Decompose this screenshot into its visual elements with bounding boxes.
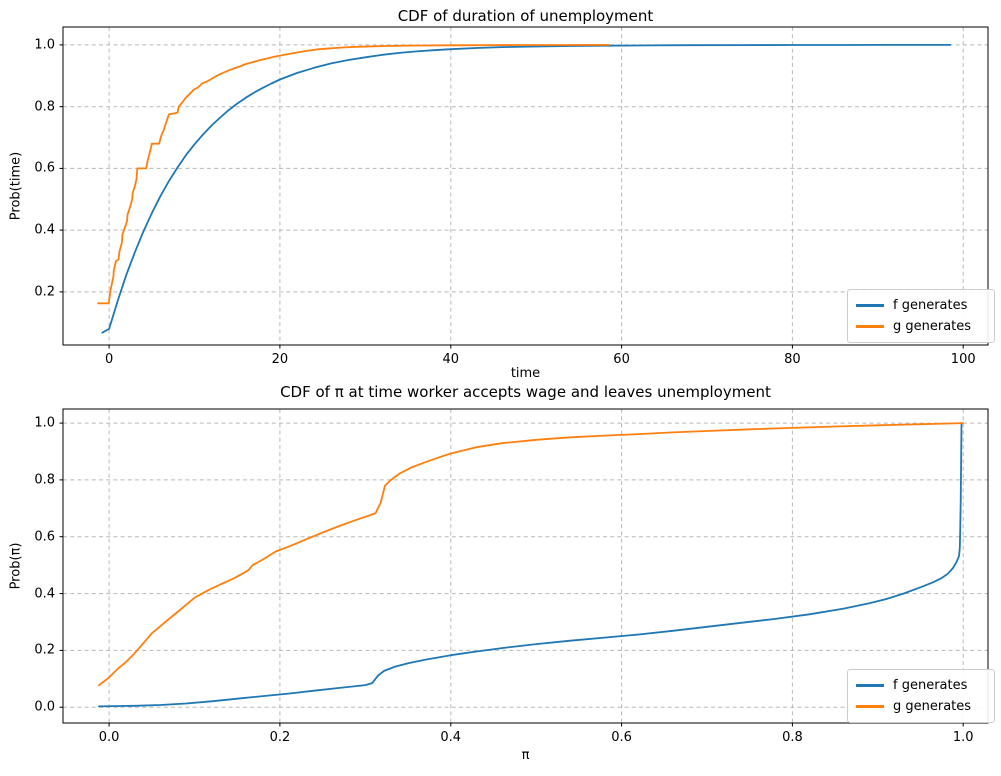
legend-label: g generates <box>893 699 972 714</box>
y-tick-label: 1.0 <box>34 415 55 431</box>
g-line-sample <box>856 325 884 328</box>
legend-label: f generates <box>893 678 968 693</box>
top-x-axis-label: time <box>510 366 541 381</box>
y-tick-label: 0.4 <box>34 222 55 238</box>
x-tick-label: 1.0 <box>952 730 974 745</box>
x-tick-label: 40 <box>442 352 460 367</box>
bottom-y-axis-label: Prob(π) <box>8 542 24 590</box>
x-tick-label: 0.0 <box>98 730 120 745</box>
x-tick-label: 0.6 <box>611 730 632 745</box>
legend-entry-g: g generates <box>856 316 986 337</box>
x-tick-label: 60 <box>613 352 630 367</box>
f-line-sample <box>856 684 884 687</box>
legend-entry-f: f generates <box>856 675 986 696</box>
series-line-f-generates <box>101 44 952 334</box>
series-line-g-generates <box>98 422 965 687</box>
y-tick-label: 0.2 <box>34 642 55 658</box>
y-tick-label: 0.4 <box>34 586 55 602</box>
y-tick-label: 1.0 <box>34 37 55 53</box>
x-tick-label: 0.4 <box>440 730 462 745</box>
y-tick-label: 0.8 <box>34 472 55 488</box>
axes-spines <box>62 26 989 346</box>
y-tick-label: 0.6 <box>34 160 55 176</box>
top-chart-title: CDF of duration of unemployment <box>397 7 654 25</box>
x-tick-label: 100 <box>950 352 976 367</box>
y-tick-label: 0.2 <box>34 284 55 300</box>
x-tick-label: 0.8 <box>782 730 803 745</box>
legend-label: g generates <box>893 319 972 334</box>
y-tick-label: 0.8 <box>34 99 55 115</box>
bottom-legend: f generates g generates <box>847 669 995 723</box>
top-legend: f generates g generates <box>847 289 995 343</box>
axes-spines <box>62 408 989 724</box>
x-tick-label: 0 <box>104 352 114 367</box>
series-line-g-generates <box>97 44 610 305</box>
legend-entry-f: f generates <box>856 295 986 316</box>
x-tick-label: 20 <box>271 352 289 367</box>
legend-entry-g: g generates <box>856 696 986 717</box>
series-line-f-generates <box>98 422 963 708</box>
bottom-chart-title: CDF of π at time worker accepts wage and… <box>280 383 771 401</box>
legend-label: f generates <box>893 298 968 313</box>
bottom-x-axis-label: π <box>521 748 530 763</box>
top-y-axis-label: Prob(time) <box>8 151 24 221</box>
x-tick-label: 0.2 <box>269 730 291 745</box>
x-tick-label: 80 <box>784 352 801 367</box>
g-line-sample <box>856 705 884 708</box>
y-tick-label: 0.0 <box>34 699 55 715</box>
f-line-sample <box>856 304 884 307</box>
y-tick-label: 0.6 <box>34 529 55 545</box>
